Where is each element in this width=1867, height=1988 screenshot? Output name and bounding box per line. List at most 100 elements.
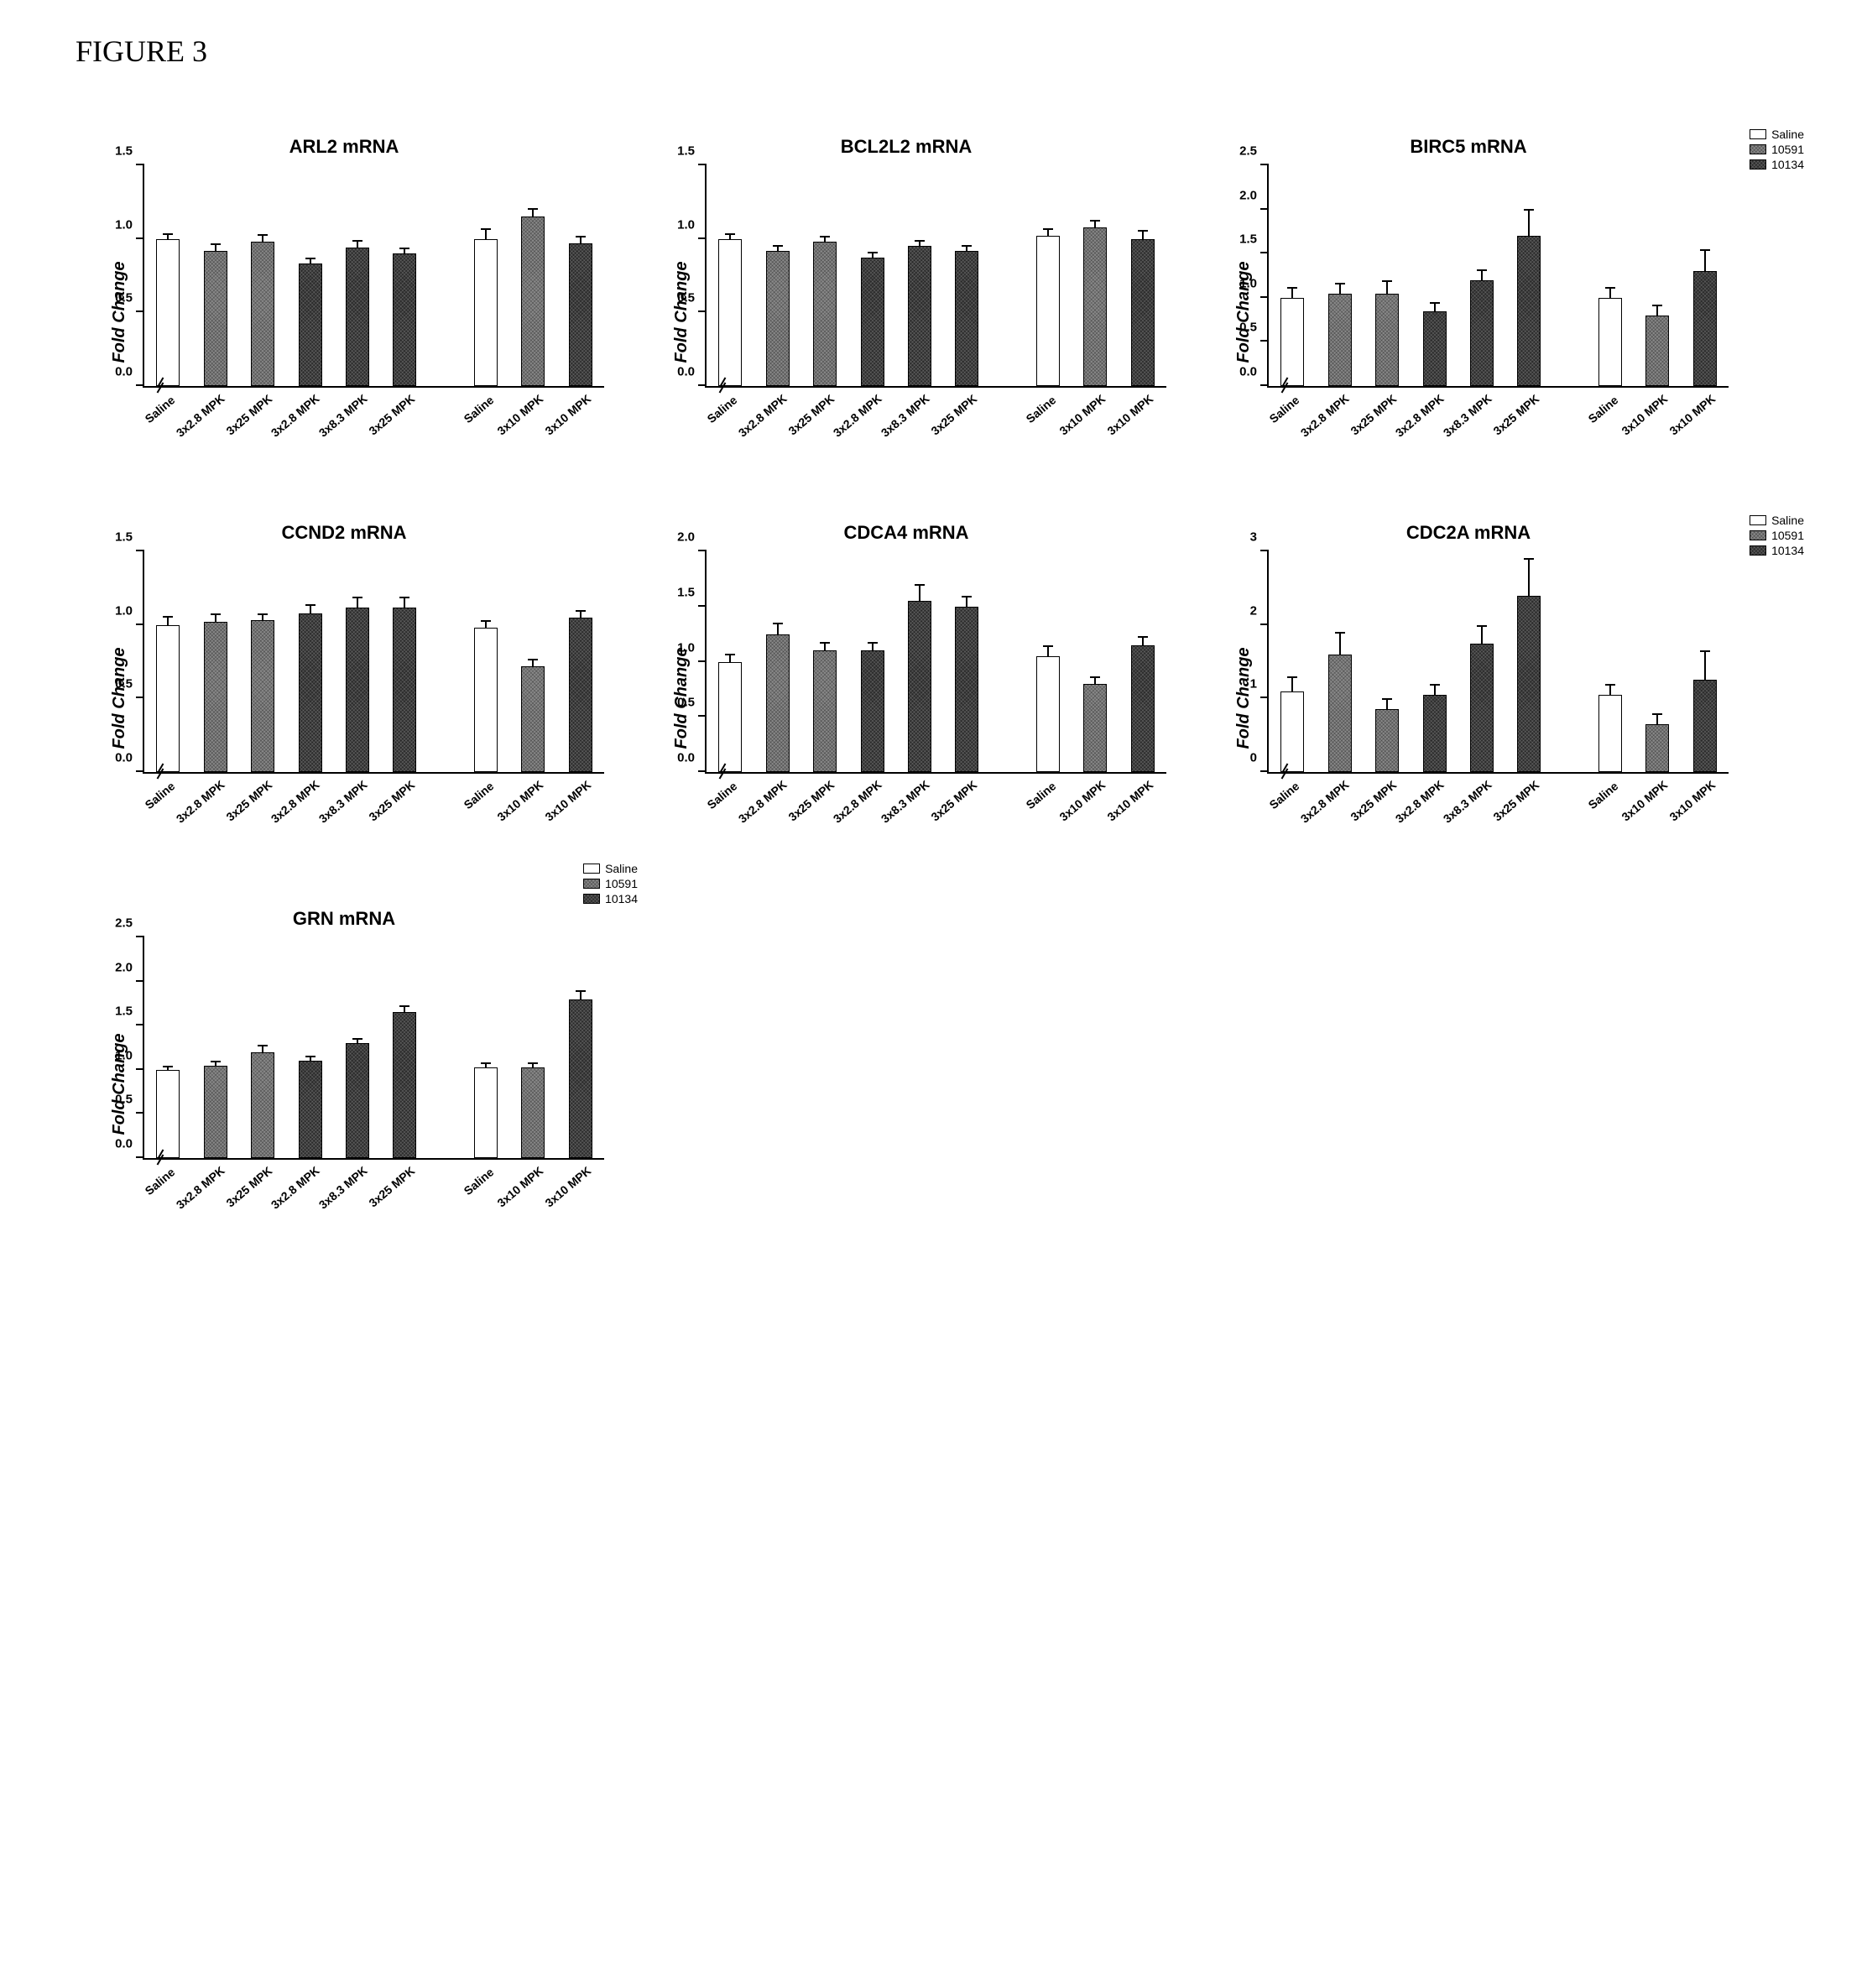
x-label: 3x25 MPK [800,392,847,488]
axis-break-icon [154,379,166,391]
bar-group [239,165,286,386]
x-label: 3x10 MPK [1119,778,1166,874]
error-bar [167,234,169,240]
error-bar [580,237,581,244]
y-tick [136,164,144,165]
bar-group [557,165,604,386]
bar [156,625,180,772]
x-label: 3x10 MPK [1681,778,1729,874]
bar-group [896,165,943,386]
error-bar [262,235,263,243]
bar-group [1316,551,1363,772]
bar [1598,695,1622,772]
x-label: 3x2.8 MPK [190,1164,238,1260]
bar-group [707,165,754,386]
y-tick-label: 0.5 [115,677,144,691]
error-bar [1609,685,1611,696]
legend-row: Saline [1750,514,1804,527]
legend-swatch [1750,144,1766,154]
y-tick [136,1156,144,1158]
bar-group [848,551,895,772]
chart-title: BIRC5 mRNA [1200,136,1737,158]
x-label: 3x8.3 MPK [1458,392,1505,488]
bar-group [191,165,238,386]
bar-group [286,165,333,386]
x-label: 3x2.8 MPK [1315,392,1363,488]
x-label: 3x25 MPK [380,392,428,488]
bar [1423,695,1447,772]
bar-group [334,937,381,1158]
x-label: 3x10 MPK [556,392,604,488]
error-bar [1609,288,1611,299]
legend-row: Saline [583,862,638,875]
y-axis-label: Fold Change [110,647,129,749]
bar [908,246,931,386]
bar [156,239,180,386]
y-tick-label: 1.0 [115,1048,144,1062]
bar [1693,680,1717,772]
bar [521,1067,545,1158]
bar-group [801,551,848,772]
y-tick-label: 2.0 [115,960,144,974]
x-gap [1552,778,1586,874]
y-tick-label: 1.5 [115,1004,144,1019]
bars-container [144,551,604,772]
y-tick [136,550,144,551]
legend-label: 10134 [605,892,638,905]
y-tick [1260,252,1269,253]
x-label: 3x25 MPK [1362,778,1410,874]
bar-group [848,165,895,386]
bar-group [1634,165,1681,386]
bar-group [1364,551,1411,772]
y-tick-label: 1.0 [115,603,144,618]
bar-group [286,937,333,1158]
x-label: 3x8.3 MPK [333,1164,381,1260]
y-tick-label: 1.0 [1239,276,1269,290]
x-label: 3x2.8 MPK [190,778,238,874]
error-bar [919,585,920,602]
bar [569,999,592,1158]
bar-group [1025,165,1072,386]
bar [1036,656,1060,772]
bar [813,650,837,772]
error-bar [357,241,358,248]
y-tick [1260,208,1269,210]
y-tick [1260,697,1269,698]
bars-container [1269,551,1729,772]
bar [1328,294,1352,386]
x-label: Saline [143,1164,190,1260]
error-bar [1481,270,1483,281]
bar [346,248,369,386]
x-label: 3x2.8 MPK [847,392,895,488]
error-bar [824,643,826,652]
y-tick-label: 0.5 [115,291,144,305]
legend-swatch [1750,515,1766,525]
error-bar [1386,281,1388,295]
axis-break-icon [154,1151,166,1163]
figure-label: FIGURE 3 [76,34,1791,69]
axis-break-icon [154,765,166,777]
error-bar [485,1063,487,1067]
x-label: Saline [462,1164,509,1260]
x-label: 3x2.8 MPK [1315,778,1363,874]
x-labels: Saline3x2.8 MPK3x25 MPK3x2.8 MPK3x8.3 MP… [1267,778,1729,874]
x-label: 3x25 MPK [237,392,285,488]
error-bar [357,1039,358,1044]
x-label: 3x10 MPK [1634,392,1682,488]
bar [1423,311,1447,386]
y-tick [136,1112,144,1114]
bar [908,601,931,772]
x-label: 3x2.8 MPK [285,1164,333,1260]
chart-grid: ARL2 mRNAFold Change0.00.51.01.5Saline3x… [76,136,1791,1260]
bar [474,239,498,386]
axis-break-icon [1279,765,1291,777]
y-tick-label: 1.0 [677,217,707,232]
bar-group [509,937,556,1158]
y-tick-label: 2.0 [677,530,707,545]
plot-area: 0.00.51.01.5 [143,551,604,774]
bar [474,1067,498,1158]
x-labels: Saline3x2.8 MPK3x25 MPK3x2.8 MPK3x8.3 MP… [705,778,1166,874]
bar-group [557,937,604,1158]
x-label: Saline [462,392,509,488]
chart-panel: GRN mRNASaline1059110134Fold Change0.00.… [76,908,613,1260]
